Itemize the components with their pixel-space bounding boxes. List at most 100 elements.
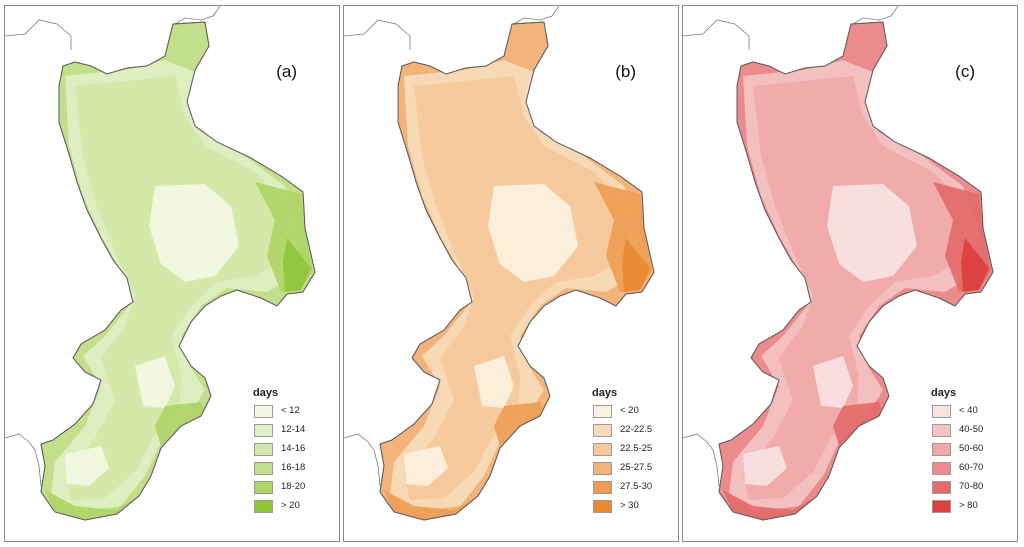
legend-label: 70-80	[959, 481, 984, 492]
coastline	[718, 21, 994, 521]
map-a	[5, 6, 316, 521]
sicily-coastline	[5, 433, 42, 487]
legend-swatch	[593, 443, 612, 456]
value-zone	[384, 490, 478, 520]
value-zone	[622, 238, 650, 292]
legend-item: < 12	[253, 403, 333, 422]
legend-title: days	[253, 387, 279, 399]
value-zone	[404, 446, 448, 486]
legend-swatch	[254, 405, 273, 418]
value-zone	[859, 26, 885, 64]
value-zone	[65, 76, 291, 500]
value-zone	[827, 184, 917, 282]
value-zone	[488, 184, 578, 282]
legend-label: 27.5-30	[620, 481, 653, 492]
sicily-coastline	[683, 433, 720, 487]
value-zone	[961, 238, 989, 292]
value-zone	[520, 26, 546, 64]
map-panel-a: (a) days < 12 12-14 14-16 16-18 18-20 > 20	[4, 5, 340, 542]
legend-swatch	[932, 405, 951, 418]
value-zone	[135, 356, 175, 408]
legend-item: 25-27.5	[592, 460, 672, 479]
legend-swatch	[254, 424, 273, 437]
legend-label: < 40	[959, 405, 978, 416]
legend-label: 60-70	[959, 462, 984, 473]
legend-label: 22.5-25	[620, 443, 653, 454]
legend-item: 22.5-25	[592, 441, 672, 460]
value-zone	[743, 76, 969, 500]
legend-item: 27.5-30	[592, 479, 672, 498]
legend-item: < 40	[931, 403, 1011, 422]
neighbor-coastline	[683, 19, 750, 50]
neighbor-coastline-north	[513, 6, 560, 25]
legend-a: days < 12 12-14 14-16 16-18 18-20 > 20	[253, 387, 333, 517]
legend-swatch	[932, 481, 951, 494]
legend-c: days < 40 40-50 50-60 60-70 70-80 > 80	[931, 387, 1011, 517]
legend-swatch	[932, 500, 951, 513]
legend-label: > 30	[620, 500, 639, 511]
legend-label: 22-22.5	[620, 424, 653, 435]
contours-b	[384, 26, 652, 520]
legend-swatch	[932, 443, 951, 456]
legend-item: 70-80	[931, 479, 1011, 498]
coastline	[379, 21, 655, 521]
value-zone	[181, 26, 207, 64]
panel-label-c: (c)	[955, 62, 975, 81]
neighbor-coastline-north	[174, 6, 221, 25]
legend-label: > 80	[959, 500, 978, 511]
value-zone	[65, 446, 109, 486]
legend-swatch	[593, 424, 612, 437]
neighbor-coastline-north	[852, 6, 899, 25]
neighbor-coastline	[344, 19, 411, 50]
value-zone	[45, 490, 139, 520]
panel-label-b: (b)	[615, 62, 636, 81]
legend-label: 50-60	[959, 443, 984, 454]
legend-item: 40-50	[931, 422, 1011, 441]
map-b	[344, 6, 655, 521]
panel-label-a: (a)	[276, 62, 297, 81]
legend-label: > 20	[281, 500, 300, 511]
sicily-coastline	[344, 433, 381, 487]
legend-swatch	[932, 424, 951, 437]
contours-c	[723, 26, 991, 520]
value-zone	[494, 402, 546, 446]
legend-swatch	[254, 443, 273, 456]
legend-label: 16-18	[281, 462, 306, 473]
value-zone	[723, 490, 817, 520]
legend-swatch	[593, 462, 612, 475]
value-zone	[283, 238, 311, 292]
legend-b: days < 20 22-22.5 22.5-25 25-27.5 27.5-30 > 3…	[592, 387, 672, 517]
legend-title: days	[592, 387, 618, 399]
legend-label: 25-27.5	[620, 462, 653, 473]
legend-label: 40-50	[959, 424, 984, 435]
legend-item: 12-14	[253, 422, 333, 441]
legend-item: > 80	[931, 498, 1011, 517]
value-zone	[155, 402, 207, 446]
legend-swatch	[593, 500, 612, 513]
value-zone	[833, 402, 885, 446]
coastline	[40, 21, 316, 521]
value-zone	[474, 356, 514, 408]
legend-item: 14-16	[253, 441, 333, 460]
legend-item: 16-18	[253, 460, 333, 479]
contours-a	[45, 26, 313, 520]
legend-swatch	[254, 500, 273, 513]
value-zone	[743, 446, 787, 486]
legend-item: > 20	[253, 498, 333, 517]
value-zone	[813, 356, 853, 408]
legend-label: 12-14	[281, 424, 306, 435]
legend-label: < 12	[281, 405, 300, 416]
legend-swatch	[254, 462, 273, 475]
map-panel-b: (b) days < 20 22-22.5 22.5-25 25-27.5 27.5-3…	[343, 5, 679, 542]
value-zone	[149, 184, 239, 282]
legend-swatch	[254, 481, 273, 494]
legend-item: < 20	[592, 403, 672, 422]
legend-title: days	[931, 387, 957, 399]
legend-item: 18-20	[253, 479, 333, 498]
map-c	[683, 6, 994, 521]
legend-label: 18-20	[281, 481, 306, 492]
value-zone	[404, 76, 630, 500]
legend-item: 50-60	[931, 441, 1011, 460]
legend-swatch	[593, 405, 612, 418]
